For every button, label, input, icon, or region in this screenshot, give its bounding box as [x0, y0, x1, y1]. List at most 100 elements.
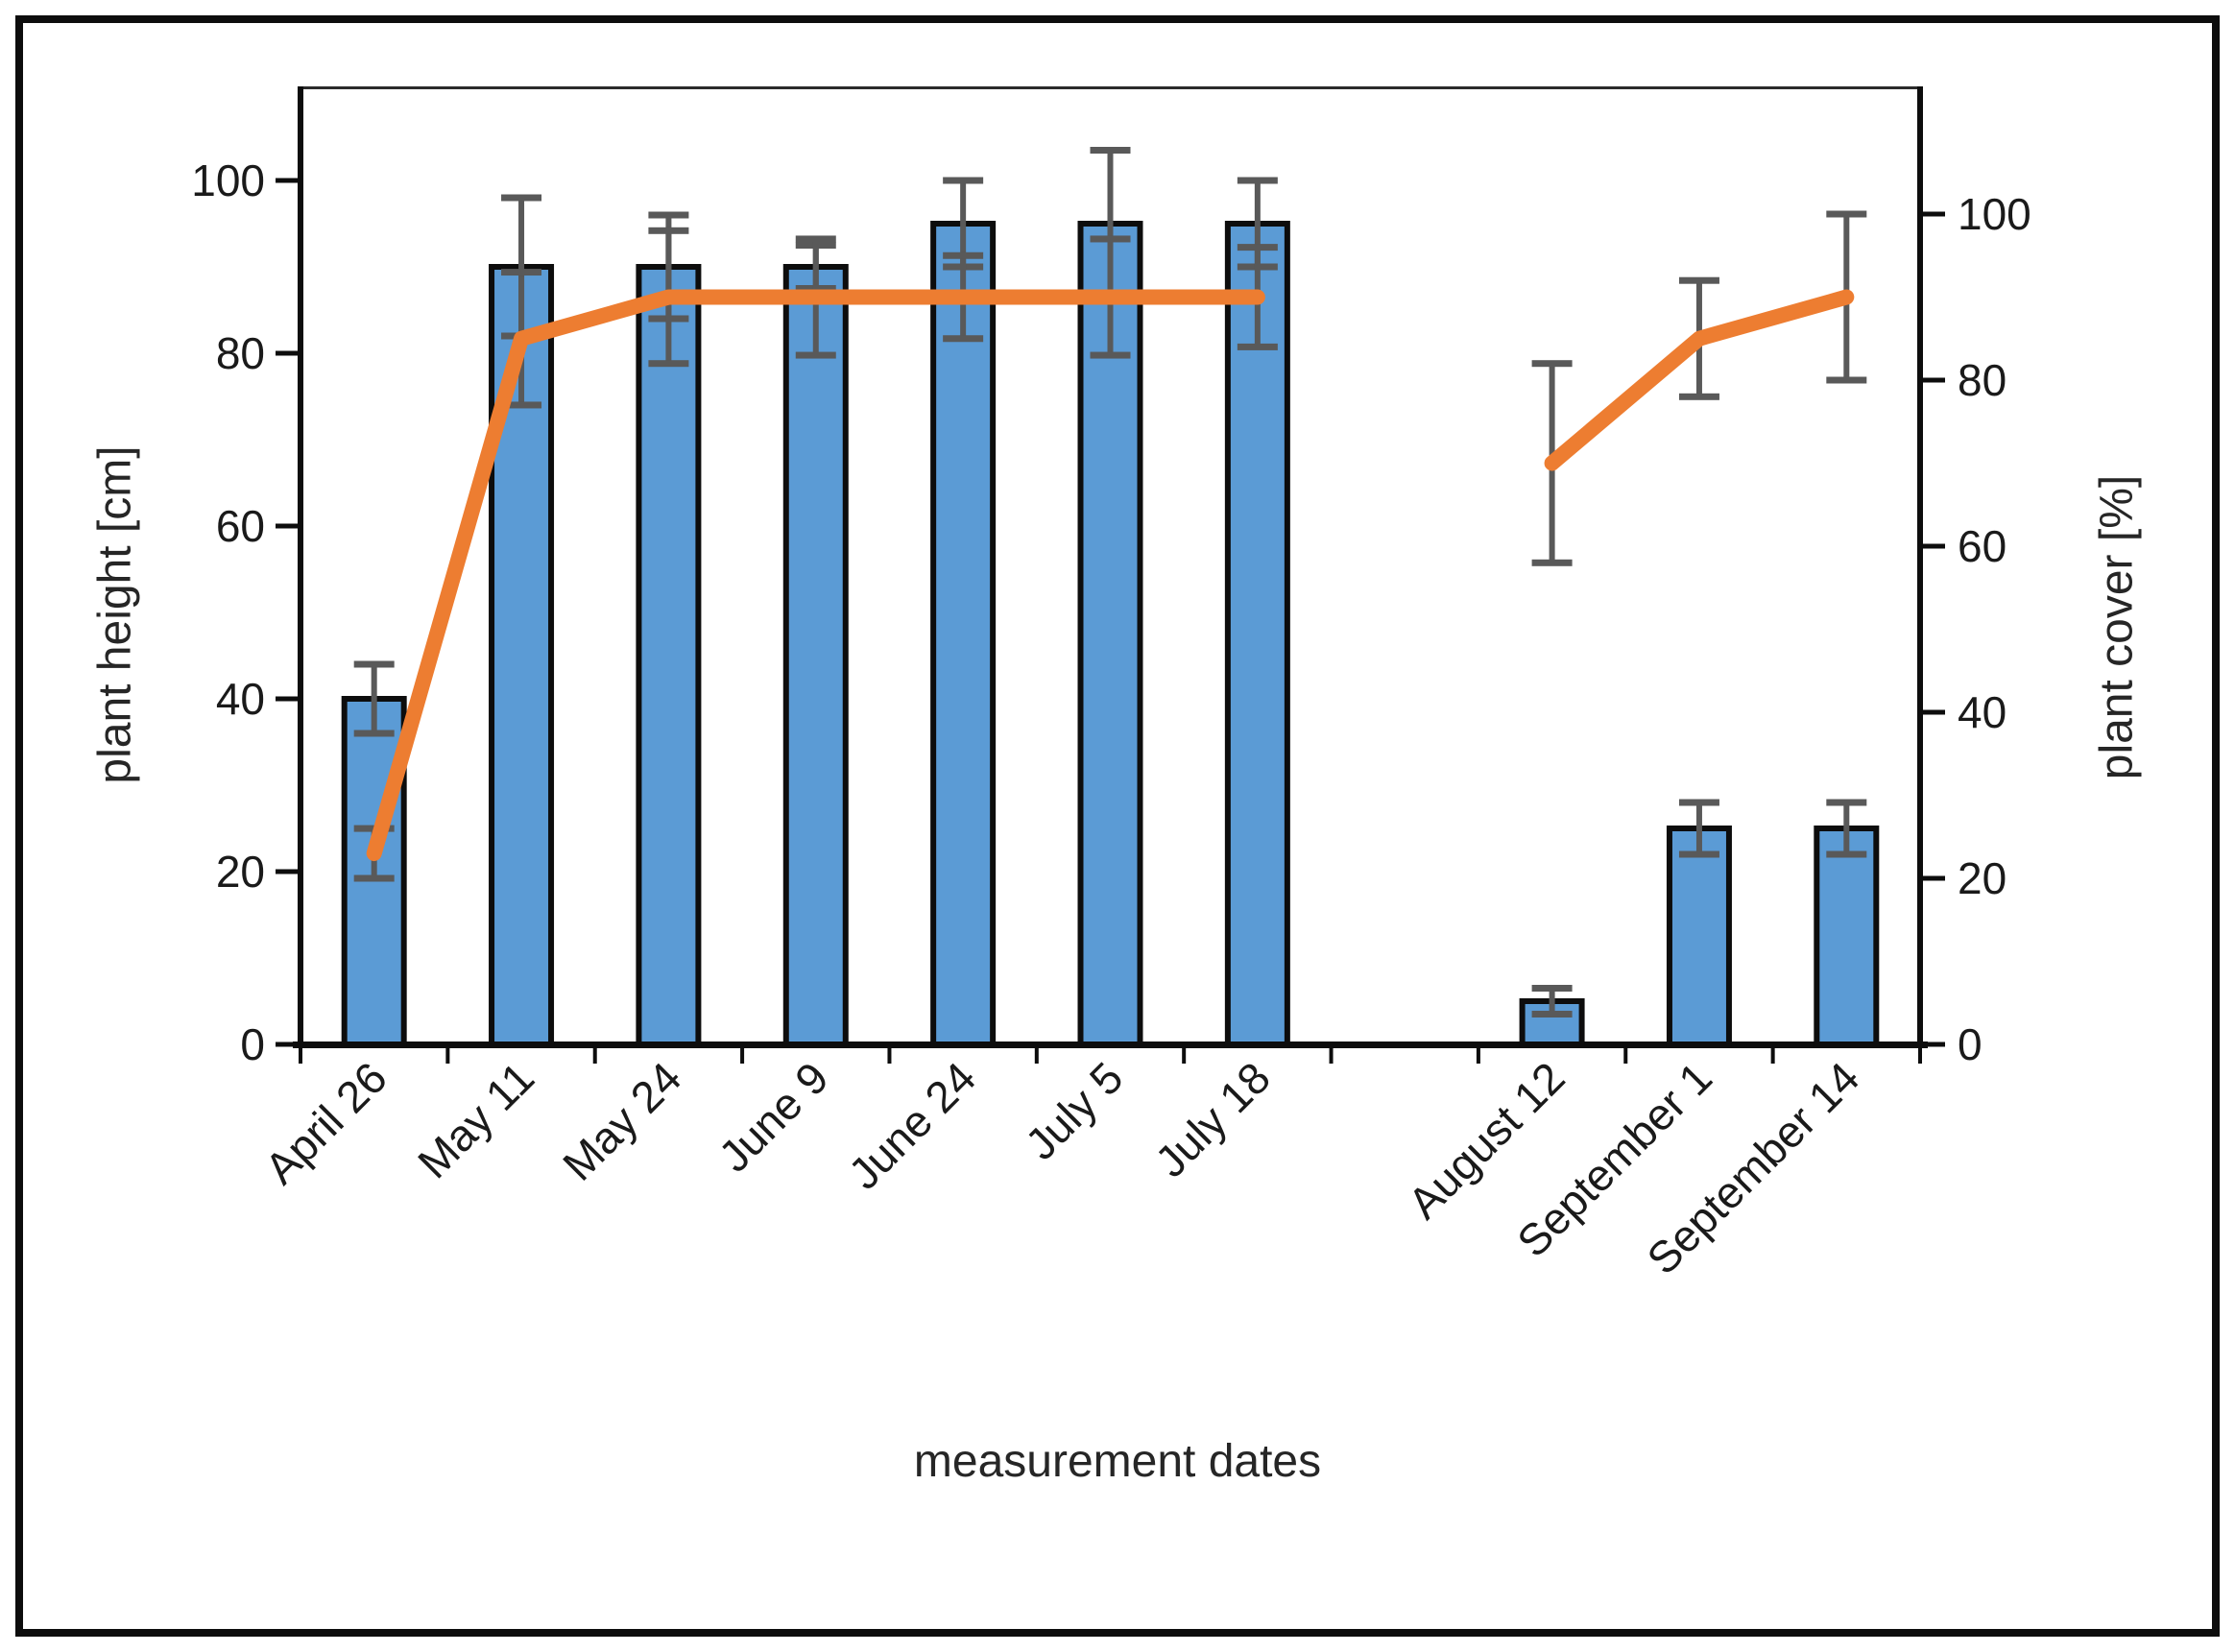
right-axis-tick-label: 100 [1958, 189, 2031, 239]
left-axis-tick [276, 696, 298, 702]
height-error-bar-cap [1090, 147, 1131, 154]
cover-error-bar-cap [1531, 360, 1573, 368]
left-axis-tick-label: 60 [216, 501, 265, 551]
x-axis-tick [1182, 1048, 1187, 1064]
bar-september-1 [1666, 826, 1732, 1047]
cover-error-bar-cap [1678, 276, 1719, 284]
height-error-bar-cap [501, 194, 542, 202]
left-axis-tick [276, 178, 298, 183]
x-category-label: May 24 [553, 1052, 690, 1189]
cover-error-bar-cap [1237, 244, 1278, 251]
left-axis-tick-label: 100 [191, 156, 265, 205]
x-axis-tick [1329, 1048, 1334, 1064]
height-error-bar [518, 198, 525, 336]
cover-error-bar-cap [1531, 559, 1573, 566]
cover-error-bar-cap [648, 360, 689, 368]
x-category-label: June 9 [709, 1052, 837, 1181]
right-axis-tick [1923, 543, 1945, 549]
left-axis-tick-label: 40 [216, 674, 265, 724]
left-axis-tick [276, 350, 298, 356]
x-axis-tick [1918, 1048, 1922, 1064]
figure-border [15, 15, 2220, 1637]
cover-error-bar-cap [795, 351, 836, 359]
x-axis-tick [445, 1048, 450, 1064]
height-error-bar [1843, 802, 1850, 854]
x-axis-title: measurement dates [913, 1436, 1322, 1487]
bar-may-24 [636, 264, 702, 1047]
height-error-bar [1549, 988, 1555, 1015]
cover-error-bar-cap [1678, 393, 1719, 400]
height-error-bar [960, 180, 967, 267]
height-error-bar-cap [1531, 1011, 1573, 1018]
x-axis-tick [740, 1048, 745, 1064]
right-axis-tick [1923, 709, 1945, 715]
cover-error-bar-cap [1090, 351, 1131, 359]
height-error-bar [1254, 180, 1261, 267]
x-axis-tick [592, 1048, 597, 1064]
height-error-bar-cap [1826, 850, 1867, 858]
cover-error-bar-cap [501, 401, 542, 409]
right-axis-spine [1917, 86, 1923, 1048]
right-axis-tick [1923, 1041, 1945, 1047]
plant-cover-line [366, 289, 1265, 862]
right-axis-title: plant cover [%] [2091, 474, 2143, 780]
height-error-bar [1695, 802, 1702, 854]
cover-error-bar-cap [1826, 210, 1867, 218]
height-error-bar [371, 664, 377, 733]
height-error-bar-cap [648, 211, 689, 219]
right-axis-tick-label: 20 [1958, 853, 2007, 903]
height-error-bar-cap [1678, 850, 1719, 858]
bar-july-18 [1224, 221, 1290, 1047]
plant-cover-line [1544, 289, 1855, 471]
right-axis-tick [1923, 377, 1945, 383]
cover-error-bar-cap [501, 269, 542, 276]
cover-error-bar-cap [1090, 235, 1131, 243]
cover-error-bar-cap [943, 335, 984, 343]
left-axis-tick-label: 0 [240, 1019, 265, 1069]
height-error-bar-cap [353, 660, 395, 668]
bar-june-24 [930, 221, 997, 1047]
right-axis-tick-label: 80 [1958, 355, 2007, 405]
bar-september-14 [1814, 826, 1880, 1047]
right-axis-tick [1923, 875, 1945, 881]
left-axis-tick-label: 80 [216, 328, 265, 378]
height-error-bar-cap [943, 177, 984, 184]
x-axis-tick [299, 1048, 302, 1064]
right-axis-tick-label: 0 [1958, 1019, 1983, 1069]
right-axis-tick-label: 60 [1958, 521, 2007, 571]
x-category-label: July 18 [1145, 1052, 1280, 1186]
x-axis-tick [1770, 1048, 1775, 1064]
cover-error-bar-cap [353, 874, 395, 882]
cover-error-bar-cap [795, 235, 836, 243]
left-axis-tick [276, 1041, 298, 1047]
x-category-label: July 5 [1016, 1052, 1133, 1169]
x-axis-tick [1623, 1048, 1628, 1064]
height-error-bar-cap [1678, 799, 1719, 806]
x-axis-tick [1476, 1048, 1480, 1064]
cover-error-bar-cap [943, 251, 984, 259]
left-axis-tick [276, 869, 298, 874]
left-axis-spine [298, 86, 303, 1048]
right-axis-tick-label: 40 [1958, 687, 2007, 737]
plot-top-border [298, 86, 1923, 89]
height-error-bar-cap [353, 730, 395, 737]
x-category-label: June 24 [839, 1052, 986, 1199]
left-axis-tick [276, 523, 298, 529]
height-error-bar-cap [1531, 985, 1573, 992]
x-axis-tick [887, 1048, 892, 1064]
x-axis-tick [1034, 1048, 1039, 1064]
left-axis-tick-label: 20 [216, 847, 265, 897]
height-error-bar-cap [1826, 799, 1867, 806]
x-category-label: April 26 [255, 1052, 397, 1193]
height-error-bar [1107, 150, 1114, 298]
left-axis-title: plant height [cm] [89, 445, 141, 784]
cover-error-bar-cap [648, 227, 689, 234]
x-category-label: May 11 [408, 1052, 543, 1187]
bar-june-9 [782, 264, 849, 1047]
cover-error-bar-cap [1237, 343, 1278, 350]
height-error-bar-cap [1237, 177, 1278, 184]
cover-error-bar-cap [1826, 376, 1867, 384]
right-axis-tick [1923, 211, 1945, 217]
